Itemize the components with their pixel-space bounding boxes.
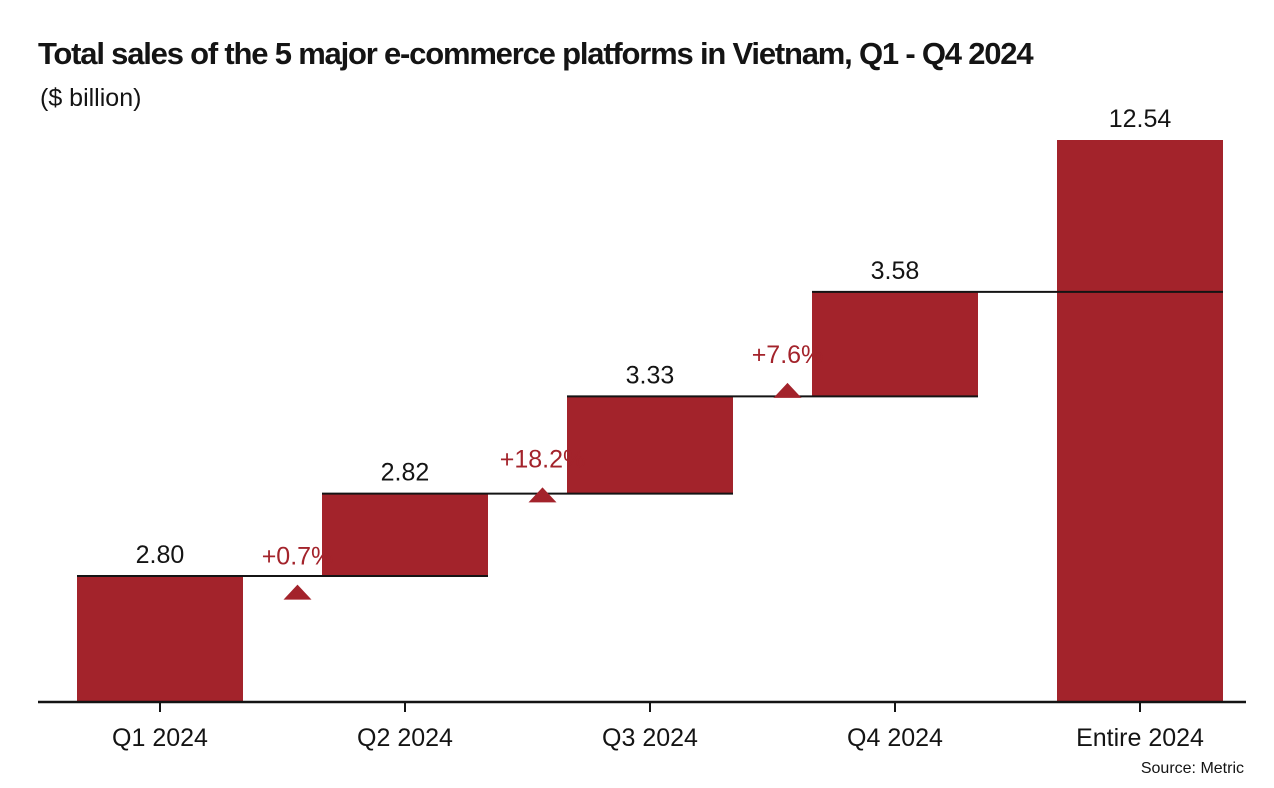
bar-q2-2024 <box>322 493 488 576</box>
value-label: 2.80 <box>136 541 185 569</box>
value-label: 2.82 <box>381 459 430 487</box>
bar-q4-2024 <box>812 291 978 397</box>
bars-layer <box>77 140 1223 702</box>
source-note: Source: Metric <box>1140 760 1244 777</box>
value-label: 3.58 <box>871 257 920 285</box>
x-tick-label: Q1 2024 <box>112 724 208 752</box>
bar-entire-2024 <box>1057 140 1223 702</box>
connectors-layer <box>77 290 1223 577</box>
x-tick-label: Entire 2024 <box>1076 724 1204 752</box>
x-tick-label: Q4 2024 <box>847 724 943 752</box>
up-arrow-icon <box>528 487 557 503</box>
bar-q1-2024 <box>77 576 243 702</box>
value-label: 12.54 <box>1109 105 1172 133</box>
chart-title: Total sales of the 5 major e-commerce pl… <box>38 36 1034 71</box>
value-label: 3.33 <box>626 361 675 389</box>
changes-layer: +0.7% +18.2% +7.6% <box>262 341 824 600</box>
change-label: +0.7% <box>262 543 334 571</box>
labels-layer: 2.80 2.82 3.33 3.58 12.54 <box>136 105 1172 569</box>
x-tick-label: Q2 2024 <box>357 724 453 752</box>
up-arrow-icon <box>773 382 802 398</box>
up-arrow-icon <box>283 584 312 600</box>
change-label: +7.6% <box>752 341 824 369</box>
x-tick-label: Q3 2024 <box>602 724 698 752</box>
chart-subtitle: ($ billion) <box>40 84 142 112</box>
x-axis: Q1 2024 Q2 2024 Q3 2024 Q4 2024 Entire 2024 <box>38 700 1246 752</box>
change-label: +18.2% <box>500 445 586 473</box>
bar-q3-2024 <box>567 396 733 494</box>
